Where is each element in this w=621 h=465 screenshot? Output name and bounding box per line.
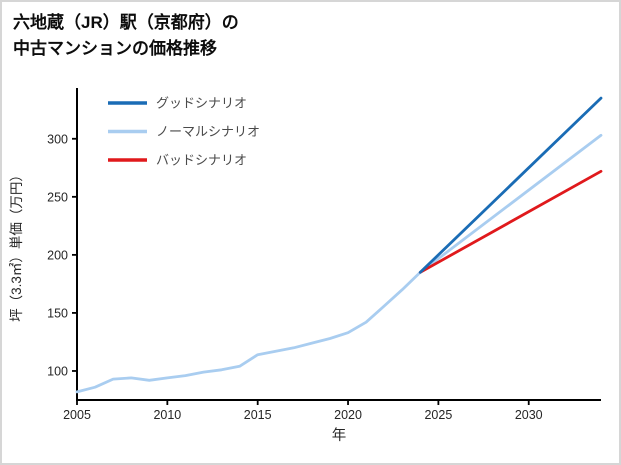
legend-label-bad-scenario: バッドシナリオ bbox=[156, 153, 247, 168]
axes-spines bbox=[76, 88, 601, 401]
x-axis-label: 年 bbox=[332, 427, 347, 444]
x-tick-label: 2020 bbox=[334, 408, 362, 422]
x-tick-label: 2010 bbox=[153, 408, 181, 422]
y-axis-label: 坪（3.3㎡）単価（万円） bbox=[9, 168, 24, 322]
y-tick-label: 200 bbox=[47, 248, 68, 262]
x-tick-label: 2030 bbox=[515, 408, 543, 422]
chart-title-line-1: 六地蔵（JR）駅（京都府）の bbox=[13, 13, 239, 32]
y-tick-label: 250 bbox=[47, 190, 68, 204]
series-line-normal-scenario bbox=[75, 133, 603, 394]
x-tick-label: 2025 bbox=[424, 408, 452, 422]
y-tick-label: 300 bbox=[47, 132, 68, 146]
y-tick-label: 100 bbox=[47, 364, 68, 378]
y-tick-label: 150 bbox=[47, 306, 68, 320]
chart-title-line-2: 中古マンションの価格推移 bbox=[13, 38, 217, 58]
x-tick-label: 2005 bbox=[63, 408, 91, 422]
chart-title: 六地蔵（JR）駅（京都府）の 中古マンションの価格推移 bbox=[13, 10, 239, 61]
series-line-bad-scenario bbox=[418, 169, 603, 274]
legend-label-normal-scenario: ノーマルシナリオ bbox=[156, 124, 260, 139]
legend-label-good-scenario: グッドシナリオ bbox=[156, 96, 247, 111]
series-line-good-scenario bbox=[418, 96, 603, 274]
x-tick-label: 2015 bbox=[244, 408, 272, 422]
